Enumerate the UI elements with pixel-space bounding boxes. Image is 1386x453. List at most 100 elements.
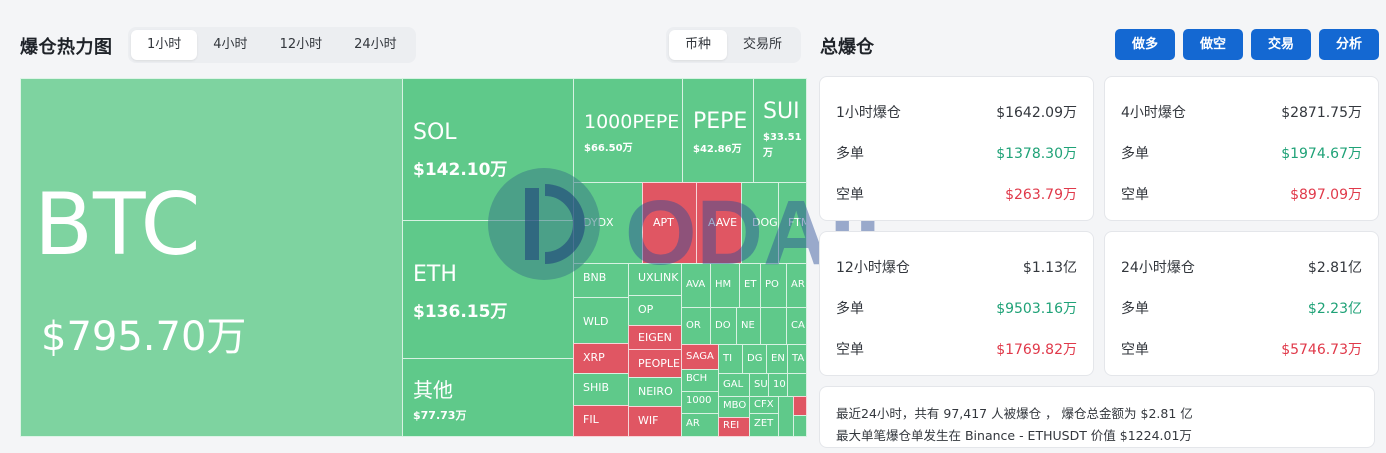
treemap-cell-apt[interactable]: APT	[642, 182, 697, 264]
short-value: $1769.82万	[996, 342, 1077, 358]
short-label: 空单	[1121, 342, 1149, 358]
treemap-cell-en[interactable]: EN	[766, 344, 788, 374]
treemap-cell-wld[interactable]: WLD	[573, 297, 629, 344]
cell-symbol: BNB	[583, 271, 607, 284]
cell-symbol: TI	[723, 353, 733, 364]
treemap-cell-ar-2[interactable]: AR	[681, 413, 719, 437]
cell-symbol: AR	[791, 279, 805, 290]
treemap-cell-sui[interactable]: SUI $33.51 万	[753, 78, 807, 183]
treemap-cell-ne[interactable]: NE	[736, 307, 761, 345]
card-total: $1.13亿	[1022, 260, 1077, 276]
long-label: 多单	[836, 301, 864, 317]
tab-coin[interactable]: 币种	[669, 30, 728, 60]
cell-symbol: UXLINK	[638, 271, 679, 284]
treemap-cell-ftm[interactable]: FTM	[778, 182, 807, 264]
card-total: $2.81亿	[1307, 260, 1362, 276]
treemap-cell-x3[interactable]	[778, 396, 794, 437]
treemap-cell-10[interactable]: 10	[768, 373, 788, 397]
cell-symbol: AAVE	[708, 216, 738, 229]
cell-symbol: APT	[653, 216, 674, 229]
cell-symbol: OP	[638, 303, 654, 316]
long-value: $9503.16万	[996, 301, 1077, 317]
cell-symbol: SUI	[763, 99, 800, 124]
treemap-cell-btc[interactable]: BTC $795.70万	[20, 78, 403, 437]
treemap-cell-ta[interactable]: TA	[787, 344, 807, 374]
cell-symbol: OR	[686, 320, 701, 331]
treemap-cell-po[interactable]: PO	[760, 263, 787, 308]
treemap-cell-other[interactable]: 其他 $77.73万	[402, 358, 574, 437]
treemap-cell-people[interactable]: PEOPLE	[628, 349, 682, 378]
long-value: $1974.67万	[1281, 146, 1362, 162]
treemap-cell-1000[interactable]: 1000	[681, 391, 719, 414]
cell-value: $136.15万	[413, 302, 508, 322]
treemap-cell-dg[interactable]: DG	[742, 344, 767, 374]
treemap-cell-ca[interactable]: CA	[786, 307, 807, 345]
cell-symbol: CA	[791, 320, 805, 331]
treemap-cell-gal[interactable]: GAL	[718, 373, 750, 397]
treemap-cell-bch[interactable]: BCH	[681, 369, 719, 392]
treemap-cell-x5[interactable]	[793, 415, 807, 437]
cell-symbol: REI	[723, 420, 740, 431]
cell-symbol: AR	[686, 418, 700, 429]
treemap-cell-do[interactable]: DO	[710, 307, 737, 345]
treemap-cell-mbo[interactable]: MBO	[718, 396, 750, 418]
cell-symbol: 1000PEPE	[584, 111, 680, 133]
treemap-cell-or[interactable]: OR	[681, 307, 711, 345]
heatmap-title: 爆仓热力图	[20, 37, 113, 58]
summary-line-2: 最大单笔爆仓单发生在 Binance - ETHUSDT 价值 $1224.01…	[836, 428, 1192, 443]
treemap-cell-eth[interactable]: ETH $136.15万	[402, 220, 574, 359]
treemap-cell-neiro[interactable]: NEIRO	[628, 377, 682, 407]
treemap-cell-ti[interactable]: TI	[718, 344, 743, 374]
treemap-cell-wif[interactable]: WIF	[628, 406, 682, 437]
treemap-cell-pepe[interactable]: PEPE $42.86万	[682, 78, 754, 183]
treemap-cell-1000pepe[interactable]: 1000PEPE $66.50万	[573, 78, 683, 183]
tab-24h[interactable]: 24小时	[354, 37, 397, 52]
total-liquidation-title: 总爆仓	[820, 37, 874, 58]
treemap-cell-ava[interactable]: AVA	[681, 263, 711, 308]
cell-symbol: PEPE	[693, 109, 748, 134]
tab-exchange[interactable]: 交易所	[743, 37, 783, 52]
cell-symbol: ETH	[413, 262, 457, 287]
analysis-button[interactable]: 分析	[1319, 29, 1379, 60]
treemap-cell-fil[interactable]: FIL	[573, 405, 629, 437]
card-total: $2871.75万	[1281, 105, 1362, 121]
treemap-cell-dydx[interactable]: DYDX	[573, 182, 643, 264]
long-button[interactable]: 做多	[1115, 29, 1175, 60]
cell-symbol: EIGEN	[638, 331, 672, 344]
cell-symbol: 1000	[686, 395, 712, 406]
tab-1h[interactable]: 1小时	[131, 30, 198, 60]
summary-box: 最近24小时，共有 97,417 人被爆仓 ， 爆仓总金额为 $2.81 亿 最…	[819, 386, 1375, 448]
treemap-cell-et[interactable]: ET	[739, 263, 761, 308]
treemap-cell-bnb[interactable]: BNB	[573, 263, 629, 298]
treemap-cell-aave[interactable]: AAVE	[696, 182, 742, 264]
treemap-cell-su[interactable]: SU	[749, 373, 769, 397]
treemap-cell-uxlink[interactable]: UXLINK	[628, 263, 682, 296]
treemap-cell-ar[interactable]: AR	[786, 263, 807, 308]
treemap-cell-shib[interactable]: SHIB	[573, 373, 629, 406]
treemap-cell-xrp[interactable]: XRP	[573, 343, 629, 374]
treemap-cell-n2[interactable]	[760, 307, 787, 345]
summary-line-1: 最近24小时，共有 97,417 人被爆仓 ， 爆仓总金额为 $2.81 亿	[836, 406, 1193, 421]
treemap-cell-eigen[interactable]: EIGEN	[628, 325, 682, 350]
short-label: 空单	[1121, 187, 1149, 203]
short-button[interactable]: 做空	[1183, 29, 1243, 60]
treemap-cell-x2[interactable]	[787, 373, 807, 397]
treemap-cell-sol[interactable]: SOL $142.10万	[402, 78, 574, 221]
treemap-cell-saga[interactable]: SAGA	[681, 344, 719, 370]
treemap-cell-cfx[interactable]: CFX	[749, 396, 779, 414]
tab-4h[interactable]: 4小时	[213, 37, 248, 52]
treemap-cell-zet[interactable]: ZET	[749, 413, 779, 437]
treemap-cell-op[interactable]: OP	[628, 295, 682, 326]
card-total: $1642.09万	[996, 105, 1077, 121]
tab-12h[interactable]: 12小时	[279, 37, 323, 52]
cell-value: $66.50万	[584, 143, 633, 154]
treemap-cell-rei[interactable]: REI	[718, 417, 750, 437]
treemap-cell-x4[interactable]	[793, 396, 807, 416]
trade-button[interactable]: 交易	[1251, 29, 1311, 60]
time-range-tabs: 1小时 4小时 12小时 24小时	[128, 27, 416, 63]
card-label: 4小时爆仓	[1121, 105, 1186, 121]
short-value: $897.09万	[1290, 187, 1362, 203]
treemap-cell-hm[interactable]: HM	[710, 263, 740, 308]
treemap-cell-doge[interactable]: DOG	[741, 182, 779, 264]
